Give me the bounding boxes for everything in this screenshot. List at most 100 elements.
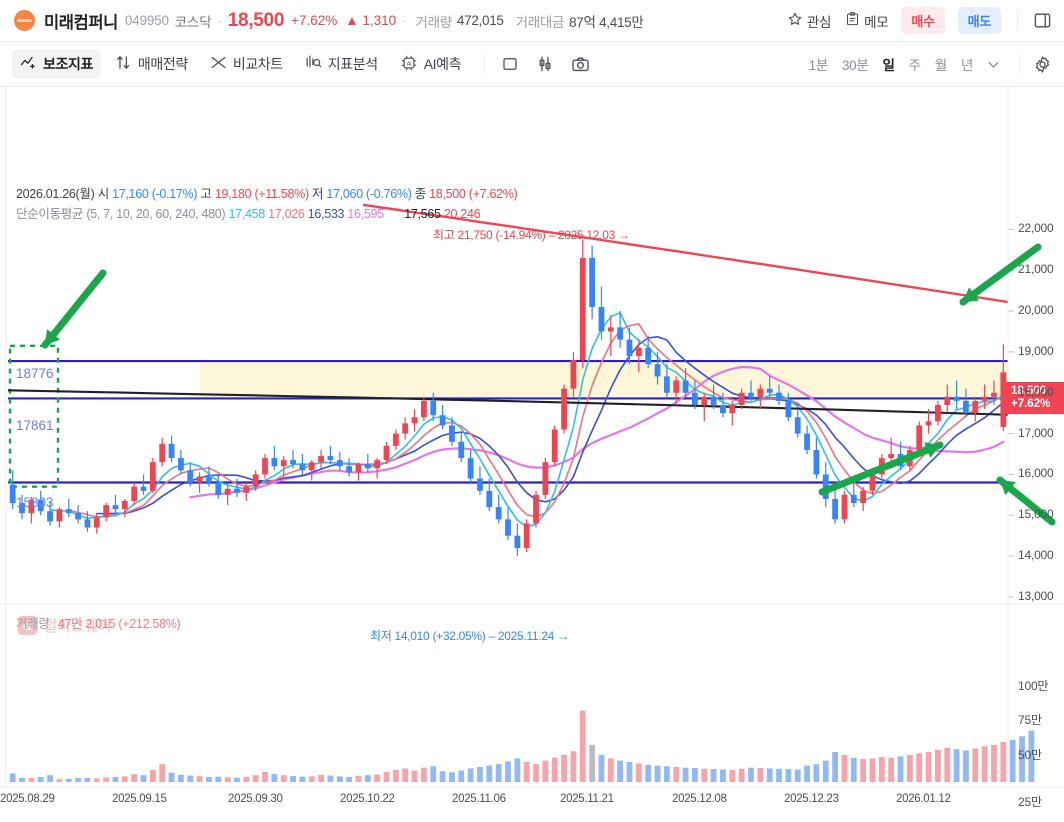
ma10-value: 16,533 — [307, 207, 345, 221]
memo-button[interactable]: 메모 — [845, 11, 889, 31]
ma7-value: 17,026 — [268, 207, 305, 221]
price-axis-tick: 19,000 — [1018, 343, 1054, 358]
price-axis-tick: 16,000 — [1018, 466, 1054, 481]
stock-market: 코스닥 — [174, 14, 212, 30]
stock-name: 미래컴퍼니 — [44, 13, 118, 32]
legend-close-label: 종 — [414, 187, 427, 201]
app-header: 미래컴퍼니 049950 코스닥 · 18,500 +7.62% ▲ 1,310… — [0, 0, 1064, 42]
price-change-rate: +7.62% — [291, 13, 338, 28]
timeframe-week[interactable]: 주 — [908, 58, 921, 73]
rectangle-draw-icon[interactable] — [494, 50, 526, 78]
chart-area[interactable]: 2026.01.26(월) 시 17,160 (-0.17%) 고 19,180… — [0, 87, 1064, 822]
date-axis-tick: 2025.11.21 — [560, 793, 614, 805]
price-axis-tick: 13,000 — [1018, 589, 1054, 603]
volume-legend-label: 거래량 — [16, 617, 50, 631]
clipboard-icon — [845, 11, 860, 30]
ma240-value: 17,565 — [404, 207, 441, 221]
compare-chart-icon — [210, 54, 227, 74]
date-axis-tick: 2025.10.22 — [340, 793, 395, 805]
timeframe-month[interactable]: 월 — [934, 58, 947, 73]
high-annotation: 최고 21,750 (-14.94%) – 2025.12.03 → — [433, 228, 630, 242]
toolbar-label-ai-forecast: AI예측 — [423, 56, 462, 72]
date-axis-tick: 2025.08.29 — [0, 793, 55, 805]
separator-dot: · — [217, 13, 222, 28]
sell-button[interactable]: 매도 — [957, 7, 1001, 34]
price-axis-tick: 21,000 — [1018, 262, 1054, 277]
ma-legend: 단순이동평균 (5, 7, 10, 20, 60, 240, 480) 17,4… — [16, 203, 481, 222]
timeframe-30min[interactable]: 30분 — [841, 58, 869, 73]
legend-low-value: 17,060 — [326, 187, 363, 201]
legend-date: 2026.01.26(월) — [16, 187, 95, 201]
legend-open-label: 시 — [97, 187, 110, 201]
watchlist-button[interactable]: 관심 — [787, 11, 831, 31]
ohlc-legend: 2026.01.26(월) 시 17,160 (-0.17%) 고 19,180… — [16, 183, 518, 202]
timeframe-group: 1분 30분 일 주 월 년 — [802, 50, 1007, 90]
timeframe-day[interactable]: 일 — [876, 50, 902, 90]
toolbar-item-compare[interactable]: 비교차트 — [202, 49, 291, 79]
chevron-down-icon[interactable] — [980, 53, 1007, 76]
watchlist-label: 관심 — [806, 14, 832, 30]
toolbar-divider — [484, 55, 486, 73]
date-axis-tick: 2025.09.30 — [228, 793, 283, 805]
volume-legend-value: 47만 2,015 (+212.58%) — [57, 617, 181, 631]
star-icon — [787, 11, 803, 30]
toolbar-label-analysis: 지표분석 — [327, 56, 378, 72]
price-tag-value: 18,500 — [1011, 385, 1047, 397]
strategy-arrows-icon — [115, 54, 132, 74]
date-axis-tick: 2026.01.12 — [896, 793, 951, 805]
memo-label: 메모 — [864, 14, 889, 30]
level-label-top: 18776 — [16, 366, 54, 381]
volume-value: 472,015 — [456, 13, 504, 28]
legend-open-value: 17,160 — [112, 187, 149, 201]
price-tag-rate: +7.62% — [1011, 398, 1051, 410]
ma20-value: 16,595 — [347, 207, 384, 221]
ma-legend-label: 단순이동평균 — [16, 207, 84, 221]
indicator-icon — [20, 54, 37, 74]
timeframe-year[interactable]: 년 — [960, 58, 973, 73]
level-label-bottom: 15803 — [16, 495, 54, 510]
price-axis-tick: 22,000 — [1018, 221, 1054, 236]
toolbar-item-ai-forecast[interactable]: AI AI예측 — [392, 49, 469, 80]
alphasquare-logo-icon — [14, 10, 35, 31]
volume-legend: 거래량 47만 2,015 (+212.58%) — [16, 613, 181, 632]
current-price: 18,500 — [227, 9, 285, 31]
toolbar-label-indicator: 보조지표 — [43, 56, 93, 72]
buy-button[interactable]: 매수 — [901, 7, 945, 34]
level-label-mid: 17861 — [16, 418, 54, 433]
candlestick-chart-canvas[interactable] — [0, 87, 1064, 822]
ma-legend-periods: (5, 7, 10, 20, 60, 240, 480) — [86, 207, 226, 221]
date-axis-tick: 2025.12.23 — [784, 793, 839, 805]
date-axis-tick: 2025.09.15 — [112, 793, 167, 805]
price-axis-tick: 15,000 — [1018, 507, 1054, 522]
candle-marker-icon[interactable] — [529, 50, 561, 78]
date-axis-tick: 2025.12.08 — [672, 793, 727, 805]
legend-high-rate: (+11.58%) — [254, 187, 309, 201]
camera-snapshot-icon[interactable] — [564, 50, 597, 79]
price-axis-tick: 18,000 — [1018, 384, 1054, 399]
ma480-value: 20,246 — [443, 207, 481, 221]
price-axis-tick: 20,000 — [1018, 303, 1054, 318]
toolbar-label-strategy: 매매전략 — [137, 56, 188, 72]
timeframe-1min[interactable]: 1분 — [808, 58, 829, 73]
alphasquare-badge-icon: α — [18, 616, 37, 635]
price-axis-tick: 17,000 — [1018, 425, 1054, 440]
volume-axis-tick: 100만 — [1018, 679, 1049, 693]
price-axis-tick: 14,000 — [1018, 548, 1054, 563]
toolbar-item-strategy[interactable]: 매매전략 — [107, 49, 196, 79]
legend-low-rate: (-0.76%) — [366, 187, 412, 201]
stock-code: 049950 — [124, 13, 169, 28]
legend-open-rate: (-0.17%) — [151, 187, 198, 201]
side-panel-icon[interactable] — [1033, 11, 1052, 30]
toolbar-item-indicator[interactable]: 보조지표 — [12, 49, 101, 79]
toolbar-item-analysis[interactable]: 지표분석 — [297, 49, 386, 79]
legend-low-label: 저 — [312, 187, 324, 201]
gear-icon[interactable] — [1019, 54, 1052, 74]
volume-label: 거래량 — [415, 14, 453, 30]
legend-high-label: 고 — [200, 187, 212, 201]
low-annotation: 최저 14,010 (+32.05%) – 2025.11.24 → — [370, 629, 569, 643]
chart-toolbar: 보조지표 매매전략 비교차트 — [0, 42, 1064, 90]
ai-chip-icon: AI — [400, 54, 418, 75]
watermark-text: 알파스퀘어 — [44, 618, 112, 635]
legend-close-rate: (+7.62%) — [468, 187, 518, 201]
